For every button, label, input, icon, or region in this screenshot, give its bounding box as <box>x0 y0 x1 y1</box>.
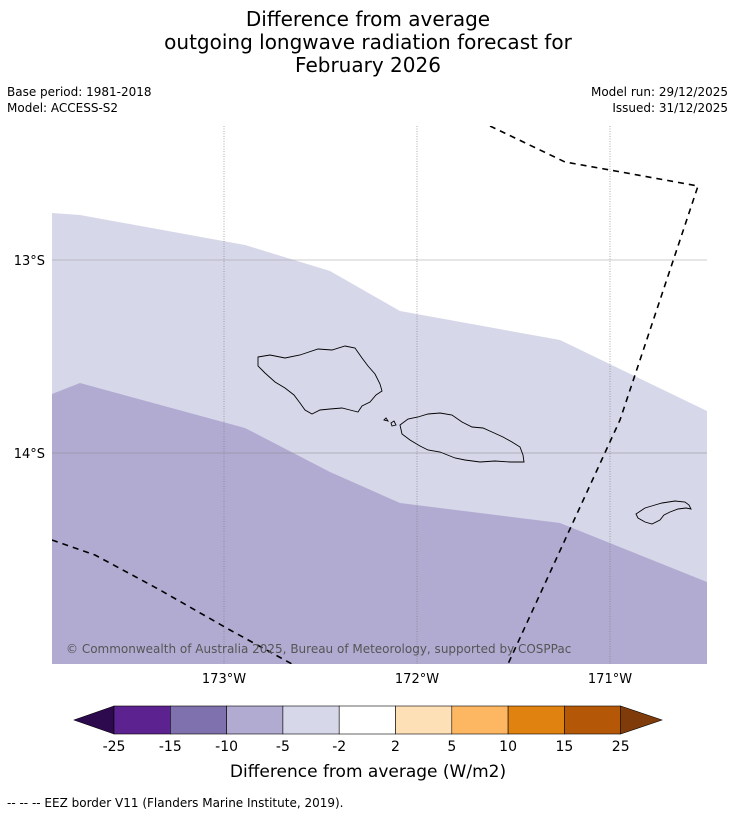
model-name: Model: ACCESS-S2 <box>7 101 119 115</box>
eez-border-north <box>489 126 700 664</box>
island-savaii <box>257 345 383 415</box>
colorbar: -25 -15 -10 -5 -2 2 5 10 15 25 <box>73 705 663 755</box>
lat-label-13: 13°S <box>14 254 45 269</box>
colorbar-tick-label: -25 <box>103 739 126 755</box>
base-period: Base period: 1981-2018 <box>7 85 152 99</box>
eez-legend-footnote: -- -- -- EEZ border V11 (Flanders Marine… <box>7 796 344 810</box>
island-upolu <box>399 412 525 463</box>
title-line-2: outgoing longwave radiation forecast for <box>164 30 572 54</box>
colorbar-segment <box>507 705 565 735</box>
lat-label-14: 14°S <box>14 447 45 462</box>
lon-label-172: 172°W <box>395 672 439 687</box>
colorbar-extend-high <box>620 705 663 735</box>
coastlines <box>257 345 692 525</box>
chart-title: Difference from average outgoing longwav… <box>0 8 736 77</box>
colorbar-label: Difference from average (W/m2) <box>229 762 507 782</box>
colorbar-segment <box>226 705 284 735</box>
colorbar-segment <box>564 705 622 735</box>
colorbar-tick-label: -10 <box>215 739 238 755</box>
colorbar-segment <box>338 705 396 735</box>
colorbar-tick-label: 25 <box>612 739 630 755</box>
graticule <box>52 126 707 664</box>
eez-border <box>52 126 700 664</box>
island-apolima <box>390 420 397 427</box>
model-run: Model run: 29/12/2025 <box>590 85 728 99</box>
axis-labels: 173°W 172°W 171°W 13°S 14°S <box>14 254 633 687</box>
colorbar-segment <box>395 705 453 735</box>
colorbar-tick-label: -2 <box>332 739 346 755</box>
colorbar-tick-label: -5 <box>276 739 290 755</box>
colorbar-segment <box>451 705 509 735</box>
colorbar-tick-label: -15 <box>159 739 182 755</box>
meta-left: Base period: 1981-2018 Model: ACCESS-S2 <box>7 84 152 116</box>
colorbar-tick-label: 5 <box>447 739 456 755</box>
colorbar-extend-low <box>73 705 115 735</box>
colorbar-tick-label: 2 <box>391 739 400 755</box>
copyright-notice: © Commonwealth of Australia 2025, Bureau… <box>66 642 571 656</box>
title-line-3: February 2026 <box>295 53 441 77</box>
colorbar-segment <box>282 705 340 735</box>
colorbar-segment <box>113 705 171 735</box>
title-line-1: Difference from average <box>245 7 491 31</box>
colorbar-segment <box>170 705 227 735</box>
island-tutuila <box>635 500 692 525</box>
meta-right: Model run: 29/12/2025 Issued: 31/12/2025 <box>591 84 728 116</box>
lon-label-173: 173°W <box>202 672 246 687</box>
colorbar-tick-label: 10 <box>499 739 517 755</box>
map-area: © Commonwealth of Australia 2025, Bureau… <box>52 126 707 664</box>
issued-date: Issued: 31/12/2025 <box>612 101 728 115</box>
eez-border-southwest <box>52 539 293 664</box>
colorbar-tick-label: 15 <box>555 739 573 755</box>
island-manono <box>383 417 390 422</box>
lon-label-171: 171°W <box>588 672 632 687</box>
